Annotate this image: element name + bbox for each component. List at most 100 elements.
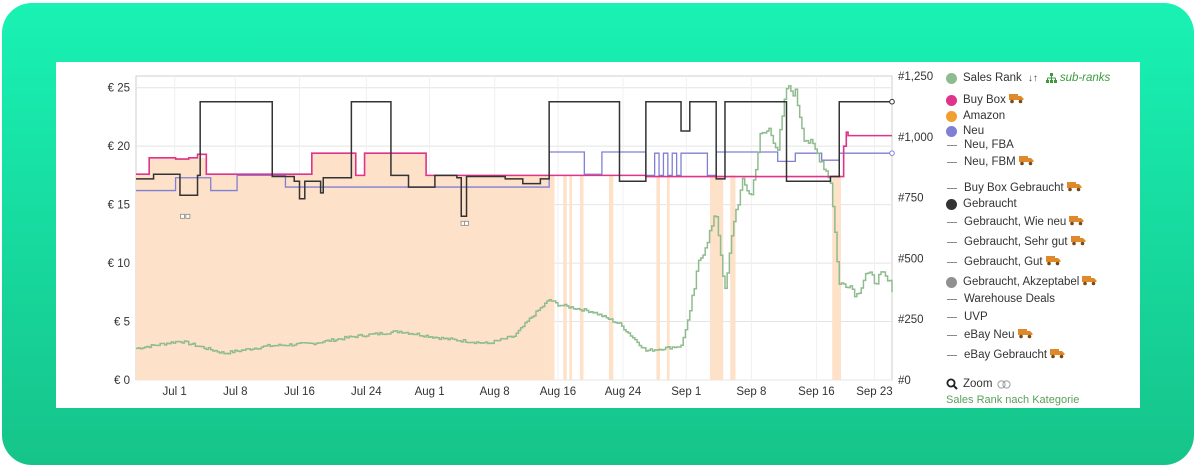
truck-icon	[1070, 235, 1086, 249]
gebraucht-point-marker	[185, 213, 191, 219]
legend-item-gebraucht-akzeptabel[interactable]: Gebraucht, Akzeptabel	[946, 274, 1097, 290]
hierarchy-icon	[1045, 72, 1057, 83]
neu-end-marker	[889, 150, 895, 156]
legend-item-neu-fba[interactable]: Neu, FBA	[946, 137, 1014, 153]
legend-dot-icon	[946, 125, 957, 137]
x-tick-label: Sep 16	[798, 386, 834, 398]
sales-rank-line	[136, 85, 893, 355]
legend-item-buy-box-gebraucht[interactable]: Buy Box Gebraucht	[946, 180, 1082, 196]
legend-item-warehouse-deals[interactable]: Warehouse Deals	[946, 291, 1055, 307]
legend-item-label: Gebraucht, Wie neu	[964, 216, 1067, 228]
truck-icon	[1045, 255, 1061, 269]
legend-dot-icon	[946, 276, 957, 288]
amazon-strip	[579, 175, 584, 380]
legend-item-amazon[interactable]: Amazon	[946, 108, 1005, 124]
y-right-tick-label: #250	[898, 314, 924, 326]
y-left-tick-label: € 25	[108, 83, 130, 95]
x-tick-label: Sep 1	[671, 386, 701, 398]
legend-item-ebay-neu[interactable]: eBay Neu	[946, 327, 1033, 343]
legend-item-label: Neu, FBA	[964, 139, 1014, 151]
legend-item-label: Gebraucht, Sehr gut	[964, 236, 1068, 248]
price-history-panel: € 0 € 5 € 10 € 15 € 20 € 25 #0 #250 #500 #750 #1,0…	[56, 62, 1140, 408]
legend-line-icon	[947, 161, 957, 163]
legend-item-label: eBay Gebraucht	[964, 349, 1048, 361]
legend-item-gebraucht-wie-neu[interactable]: Gebraucht, Wie neu	[946, 214, 1084, 230]
price-history-chart[interactable]: € 0 € 5 € 10 € 15 € 20 € 25 #0 #250 #500 #750 #1,0…	[56, 62, 946, 408]
sub-ranks-link[interactable]: sub-ranks	[1045, 72, 1110, 84]
legend-dot-icon	[946, 94, 957, 106]
legend-sales-rank[interactable]: Sales Rank ↓↑ sub-ranks	[946, 70, 1110, 86]
legend-item-buy-box[interactable]: Buy Box	[946, 92, 1024, 108]
amazon-strip	[549, 175, 555, 380]
x-tick-label: Jul 16	[284, 386, 315, 398]
truck-icon	[1082, 275, 1097, 289]
amazon-strip	[710, 175, 724, 380]
legend-line-icon	[947, 144, 957, 146]
legend-item-label: Warehouse Deals	[964, 293, 1055, 305]
legend-line-icon	[947, 187, 957, 189]
legend-item-label: Gebraucht, Akzeptabel	[963, 276, 1080, 288]
y-right-tick-label: #750	[898, 193, 924, 205]
legend-item-label: Neu, FBM	[964, 156, 1016, 168]
legend-line-icon	[947, 298, 957, 300]
truck-icon	[1017, 328, 1033, 342]
legend-item-gebraucht-gut[interactable]: Gebraucht, Gut	[946, 254, 1061, 270]
legend-item-label: Buy Box	[963, 94, 1006, 106]
legend-item-label: UVP	[964, 311, 988, 323]
legend-item-label: Buy Box Gebraucht	[964, 182, 1064, 194]
x-tick-label: Sep 23	[856, 386, 892, 398]
magnifier-icon	[946, 378, 958, 390]
legend-line-icon	[947, 241, 957, 243]
legend-line-icon	[947, 354, 957, 356]
y-left-tick-label: € 5	[114, 317, 130, 329]
legend-line-icon	[947, 261, 957, 263]
legend-item-neu[interactable]: Neu	[946, 123, 984, 139]
truck-icon	[1018, 155, 1034, 169]
gebraucht-point-marker	[464, 220, 469, 226]
x-tick-label: Aug 8	[480, 386, 510, 398]
gebraucht-end-marker	[889, 98, 895, 105]
toggle-icon[interactable]	[997, 379, 1012, 389]
legend-item-neu-fbm[interactable]: Neu, FBM	[946, 154, 1034, 170]
x-tick-label: Aug 1	[415, 386, 445, 398]
amazon-strip	[563, 175, 567, 380]
gebraucht-line	[136, 100, 892, 218]
y-left-tick-label: € 0	[114, 375, 130, 387]
legend-item-gebraucht[interactable]: Gebraucht	[946, 196, 1017, 212]
legend-item-label: Amazon	[963, 110, 1006, 122]
truck-icon	[1066, 181, 1082, 195]
truck-icon	[1008, 93, 1024, 107]
legend-dot-icon	[946, 110, 957, 122]
gebraucht-point-marker	[180, 213, 185, 219]
neu-line	[136, 151, 892, 192]
buy-box-line	[136, 131, 892, 178]
y-right-tick-label: #0	[898, 375, 911, 387]
legend-item-label: Neu	[963, 125, 985, 137]
sales-rank-dot-icon	[946, 72, 957, 84]
y-right-tick-label: #1,250	[898, 71, 933, 83]
sort-icon[interactable]: ↓↑	[1027, 72, 1038, 84]
legend-dot-icon	[946, 198, 957, 210]
legend-line-icon	[947, 221, 957, 223]
y-left-tick-label: € 20	[108, 141, 130, 153]
legend-item-ebay-gebraucht[interactable]: eBay Gebraucht	[946, 347, 1065, 363]
y-right-tick-label: #500	[898, 253, 924, 265]
amazon-strip	[730, 175, 736, 380]
legend-sales-rank-label: Sales Rank	[963, 72, 1022, 84]
amazon-strip	[832, 175, 842, 380]
x-tick-label: Sep 8	[736, 386, 766, 398]
legend-item-uvp[interactable]: UVP	[946, 309, 988, 325]
x-tick-label: Jul 8	[223, 386, 247, 398]
legend-item-label: eBay Neu	[964, 329, 1015, 341]
truck-icon	[1050, 348, 1065, 362]
legend-item-gebraucht-sehr-gut[interactable]: Gebraucht, Sehr gut	[946, 234, 1086, 250]
x-tick-label: Jul 24	[351, 386, 382, 398]
amazon-strip	[666, 175, 670, 380]
legend-item-label: Gebraucht, Gut	[964, 256, 1043, 268]
y-left-tick-label: € 10	[108, 258, 130, 270]
zoom-label: Zoom	[963, 378, 993, 390]
zoom-toggle[interactable]: Zoom	[946, 376, 1012, 392]
sales-rank-category-link[interactable]: Sales Rank nach Kategorie	[946, 394, 1080, 406]
truck-icon	[1069, 215, 1084, 229]
